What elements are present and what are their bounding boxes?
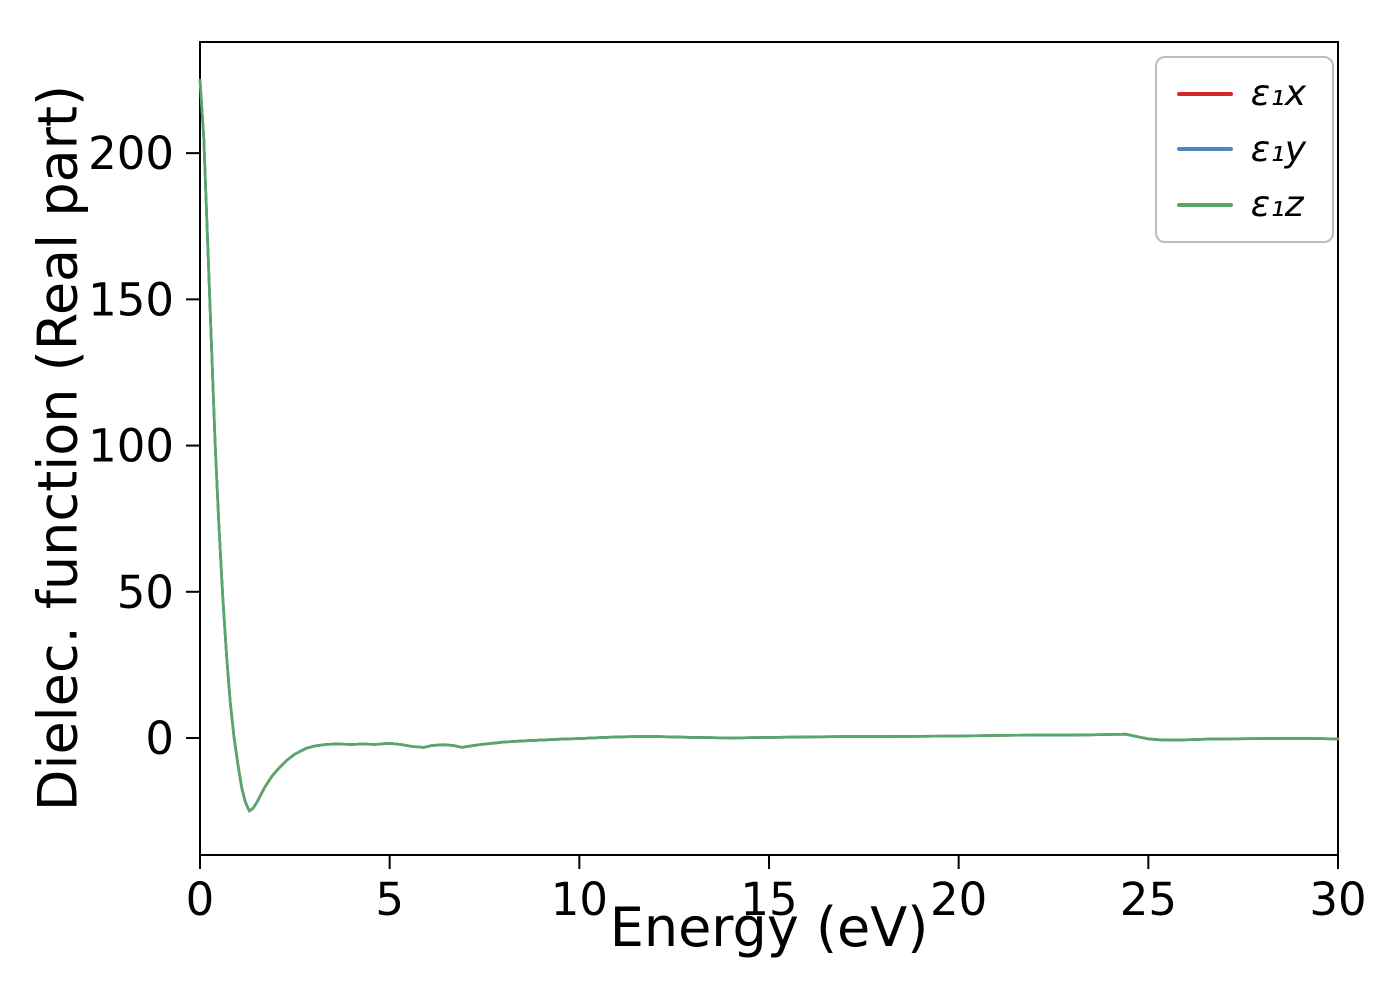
legend-label: ε₁z xyxy=(1250,184,1304,226)
x-tick-label: 5 xyxy=(375,873,404,926)
y-tick-label: 200 xyxy=(88,127,174,180)
x-tick-label: 20 xyxy=(930,873,987,926)
legend-line-sample xyxy=(1176,202,1233,207)
legend-item: ε₁x xyxy=(1176,73,1306,114)
y-tick-label: 150 xyxy=(88,273,174,326)
series-line-3 xyxy=(198,78,1340,813)
x-tick-label: 10 xyxy=(551,873,608,926)
x-axis-label: Energy (eV) xyxy=(609,896,929,959)
legend-label: ε₁y xyxy=(1250,128,1306,170)
legend-item: ε₁z xyxy=(1176,184,1306,226)
x-tick-label: 30 xyxy=(1309,873,1366,926)
legend-label: ε₁x xyxy=(1250,73,1306,114)
x-tick-label: 25 xyxy=(1120,873,1177,926)
legend-line-sample xyxy=(1176,91,1233,96)
legend-item: ε₁y xyxy=(1176,128,1306,170)
x-tick-label: 15 xyxy=(740,873,797,926)
y-tick-label: 50 xyxy=(117,566,174,619)
y-tick-label: 100 xyxy=(88,420,174,473)
x-tick-label: 0 xyxy=(186,873,215,926)
legend-line-sample xyxy=(1176,147,1233,152)
y-tick-label: 0 xyxy=(145,712,174,765)
y-axis-label: Dielec. function (Real part) xyxy=(26,84,90,812)
legend: ε₁x ε₁y ε₁z xyxy=(1154,56,1334,243)
